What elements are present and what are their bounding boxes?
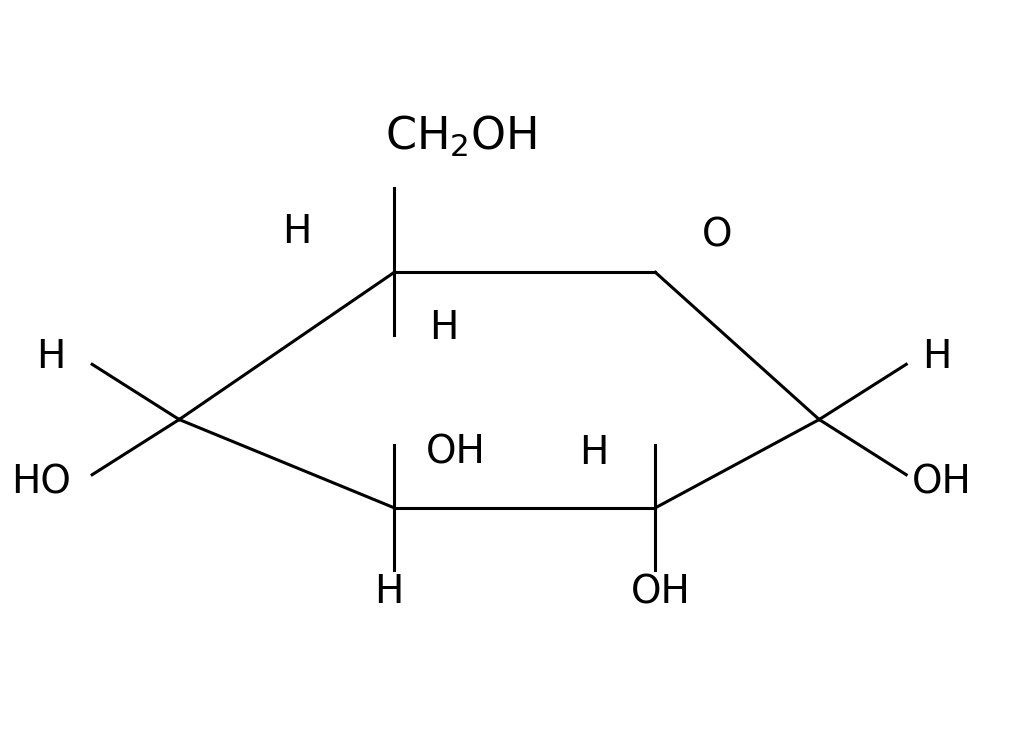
Text: OH: OH: [912, 463, 972, 501]
Text: O: O: [701, 216, 732, 255]
Text: OH: OH: [426, 434, 485, 472]
Text: H: H: [37, 338, 66, 376]
Text: H: H: [429, 308, 458, 347]
Text: CH$_2$OH: CH$_2$OH: [385, 113, 537, 159]
Text: H: H: [580, 434, 608, 472]
Text: OH: OH: [631, 573, 690, 612]
Text: H: H: [283, 213, 311, 251]
Text: HO: HO: [11, 463, 71, 501]
Text: H: H: [375, 573, 403, 612]
Text: H: H: [923, 338, 951, 376]
